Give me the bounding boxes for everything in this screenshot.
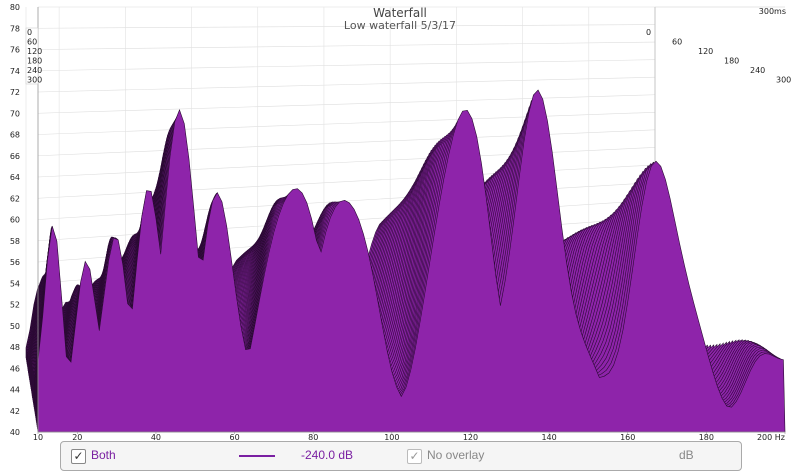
y-tick-label: 54 bbox=[10, 279, 20, 288]
time-tick-right: 180 bbox=[724, 57, 739, 66]
time-tick-right: 60 bbox=[672, 38, 682, 47]
y-tick-label: 52 bbox=[10, 301, 20, 310]
x-tick-label: 140 bbox=[541, 433, 556, 440]
waterfall-chart: 40 42 44 46 48 50 52 54 56 58 60 62 64 66 68 70 72 74 76 78… bbox=[9, 3, 792, 440]
y-axis: 40 42 44 46 48 50 52 54 56 58 60 62 64 66 68 70 72 74 76 78… bbox=[10, 3, 39, 437]
both-checkbox[interactable]: ✓ bbox=[71, 449, 86, 464]
time-tick-left: 60 bbox=[27, 38, 37, 47]
y-tick-label: 48 bbox=[10, 343, 20, 352]
time-range-label: 300ms bbox=[759, 7, 786, 16]
x-tick-label: 80 bbox=[308, 433, 318, 440]
y-tick-label: 42 bbox=[10, 407, 20, 416]
y-tick-label: 68 bbox=[10, 131, 20, 140]
x-tick-label: 180 bbox=[699, 433, 714, 440]
y-tick-label: 50 bbox=[10, 322, 20, 331]
y-tick-label: 64 bbox=[10, 173, 20, 182]
time-label-box bbox=[25, 27, 39, 85]
x-tick-label: 60 bbox=[229, 433, 239, 440]
y-tick-label: 44 bbox=[10, 386, 20, 395]
chart-title: Waterfall bbox=[373, 6, 427, 20]
y-tick-label: 62 bbox=[10, 194, 20, 203]
legend-bar: ✓ Both -240.0 dB ✓ No overlay dB bbox=[60, 441, 742, 471]
chart-subtitle: Low waterfall 5/3/17 bbox=[344, 19, 456, 32]
y-tick-label: 74 bbox=[10, 67, 20, 76]
x-tick-label: 10 bbox=[33, 433, 43, 440]
x-tick-label: 120 bbox=[463, 433, 478, 440]
y-tick-label: 78 bbox=[10, 24, 20, 33]
both-label: Both bbox=[91, 448, 116, 462]
line-sample bbox=[239, 455, 275, 457]
x-tick-label: 40 bbox=[151, 433, 161, 440]
y-tick-label: 76 bbox=[10, 46, 20, 55]
waterfall-slice bbox=[37, 89, 786, 433]
x-tick-label: 160 bbox=[620, 433, 635, 440]
y-tick-label: 46 bbox=[10, 364, 20, 373]
time-tick-right: 0 bbox=[646, 28, 651, 37]
x-tick-label: 200 Hz bbox=[757, 433, 785, 440]
y-tick-label: 72 bbox=[10, 88, 20, 97]
y-tick-label: 56 bbox=[10, 258, 20, 267]
y-tick-label: 80 bbox=[10, 3, 20, 12]
time-tick-left: 300 bbox=[27, 76, 42, 85]
overlay-unit: dB bbox=[679, 448, 694, 462]
time-tick-left: 180 bbox=[27, 57, 42, 66]
time-tick-right: 120 bbox=[698, 47, 713, 56]
waterfall-slices bbox=[25, 89, 786, 433]
x-tick-label: 20 bbox=[72, 433, 82, 440]
x-tick-label: 100 bbox=[384, 433, 399, 440]
x-axis: 10 20 40 60 80 100 120 140 160 180 200 Hz bbox=[33, 431, 786, 440]
y-tick-label: 70 bbox=[10, 109, 20, 118]
time-tick-right: 240 bbox=[750, 66, 765, 75]
overlay-label[interactable]: No overlay bbox=[427, 448, 485, 462]
y-tick-label: 60 bbox=[10, 216, 20, 225]
time-tick-left: 240 bbox=[27, 66, 42, 75]
y-tick-label: 40 bbox=[10, 428, 20, 437]
y-tick-label: 58 bbox=[10, 237, 20, 246]
time-tick-left: 0 bbox=[27, 28, 32, 37]
level-value[interactable]: -240.0 dB bbox=[301, 448, 354, 462]
time-tick-left: 120 bbox=[27, 47, 42, 56]
overlay-checkbox[interactable]: ✓ bbox=[407, 449, 422, 464]
time-tick-right: 300 bbox=[776, 76, 791, 85]
y-tick-label: 66 bbox=[10, 152, 20, 161]
